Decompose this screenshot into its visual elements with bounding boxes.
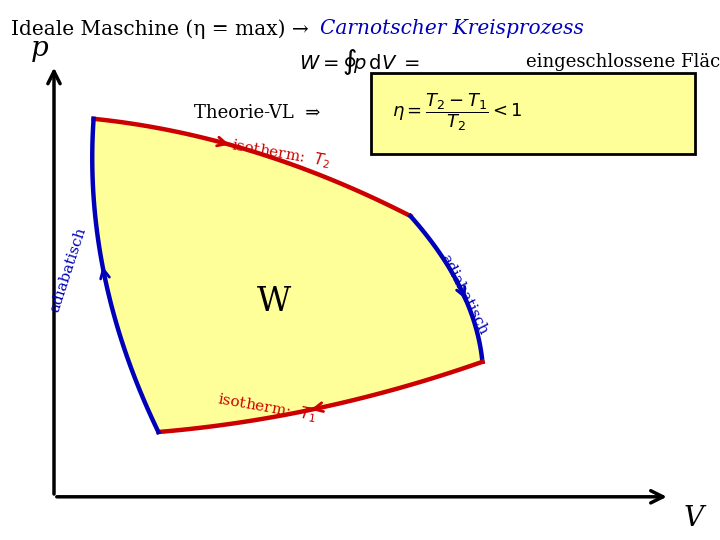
Text: adiabatisch: adiabatisch xyxy=(48,226,89,314)
Text: p: p xyxy=(31,35,48,62)
Text: adiabatisch: adiabatisch xyxy=(438,252,491,337)
Text: Ideale Maschine (η = max) →: Ideale Maschine (η = max) → xyxy=(11,19,315,38)
FancyBboxPatch shape xyxy=(371,73,695,154)
Polygon shape xyxy=(92,119,482,432)
Text: isotherm:  $T_2$: isotherm: $T_2$ xyxy=(230,136,333,172)
Text: eingeschlossene Fläche: eingeschlossene Fläche xyxy=(526,53,720,71)
Text: isotherm:  $T_1$: isotherm: $T_1$ xyxy=(216,390,318,426)
Text: W: W xyxy=(256,286,291,319)
Text: $W = \oint\!p\,\mathrm{d}V\;=$: $W = \oint\!p\,\mathrm{d}V\;=$ xyxy=(300,47,420,77)
Text: Theorie-VL  ⇒: Theorie-VL ⇒ xyxy=(194,104,321,123)
Text: V: V xyxy=(684,505,704,532)
Text: $\eta = \dfrac{T_2 - T_1}{T_2} < 1$: $\eta = \dfrac{T_2 - T_1}{T_2} < 1$ xyxy=(392,91,523,133)
Text: Carnotscher Kreisprozess: Carnotscher Kreisprozess xyxy=(320,19,584,38)
